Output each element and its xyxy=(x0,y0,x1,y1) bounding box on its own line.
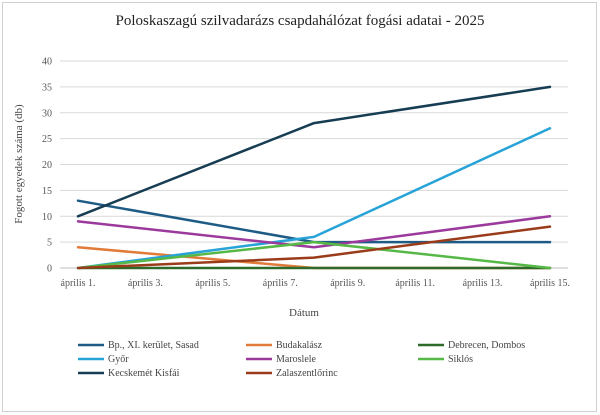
x-tick-label: április 3. xyxy=(128,278,163,289)
x-tick-label: április 11. xyxy=(395,278,435,289)
y-tick-label: 35 xyxy=(42,82,52,93)
x-tick-label: április 1. xyxy=(61,278,96,289)
series-lines xyxy=(76,85,552,270)
legend-label: Siklós xyxy=(448,354,473,365)
y-tick-label: 5 xyxy=(47,238,52,249)
series-line-3 xyxy=(76,127,552,270)
y-axis-label: Fogott egyedek száma (db) xyxy=(13,104,25,224)
gridlines xyxy=(60,60,568,243)
y-axis-ticks: 0 5 10 15 20 25 30 35 40 xyxy=(42,57,52,275)
y-tick-label: 40 xyxy=(42,57,52,68)
chart-title: Poloskaszagú szilvadarázs csapdahálózat … xyxy=(115,13,484,29)
x-tick-label: április 15. xyxy=(530,278,570,289)
x-tick-label: április 9. xyxy=(330,278,365,289)
y-tick-label: 25 xyxy=(42,134,52,145)
legend-label: Budakalász xyxy=(276,340,323,351)
series-line-7 xyxy=(76,225,552,270)
series-line-5 xyxy=(76,240,552,270)
y-tick-label: 30 xyxy=(42,108,52,119)
x-tick-label: április 5. xyxy=(195,278,230,289)
legend-label: Kecskemét Kisfái xyxy=(108,368,180,379)
x-axis-ticks: április 1. április 3. április 5. április 7.… xyxy=(61,278,571,289)
legend-label: Zalaszentlőrinc xyxy=(276,368,338,379)
x-axis-label: Dátum xyxy=(289,307,319,319)
y-tick-label: 10 xyxy=(42,212,52,223)
legend: Bp., XI. kerület, Sasad Budakalász Debrece… xyxy=(78,340,525,379)
legend-label: Győr xyxy=(108,354,129,365)
x-tick-label: április 7. xyxy=(263,278,298,289)
legend-label: Bp., XI. kerület, Sasad xyxy=(108,340,199,351)
y-tick-label: 20 xyxy=(42,160,52,171)
series-line-4 xyxy=(76,215,552,249)
series-line-6 xyxy=(76,85,552,218)
y-tick-label: 15 xyxy=(42,186,52,197)
legend-label: Maroslele xyxy=(276,354,317,365)
legend-label: Debrecen, Dombos xyxy=(448,340,525,351)
x-tick-label: április 13. xyxy=(463,278,503,289)
y-tick-label: 0 xyxy=(47,264,52,275)
